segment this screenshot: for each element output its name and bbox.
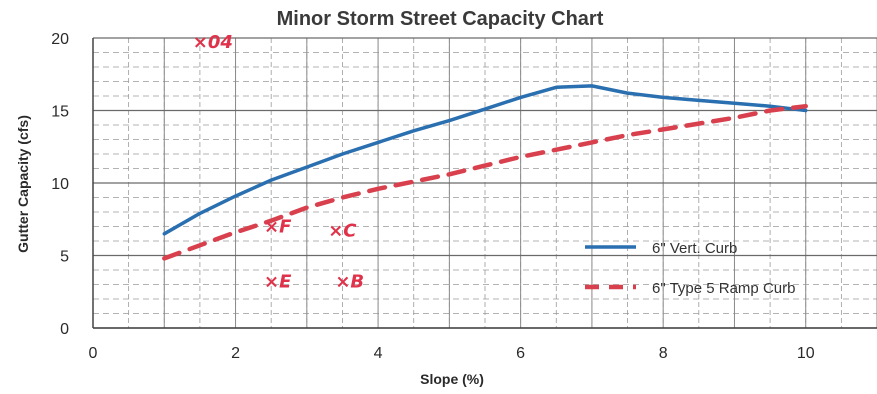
handwritten-annotation: ×B <box>335 271 364 292</box>
tick-layer: 0 2 4 6 8 10 0 5 10 15 20 <box>51 31 815 362</box>
series-layer <box>162 84 808 261</box>
series-line-1 <box>162 84 808 236</box>
y-tick-label: 15 <box>51 104 69 121</box>
x-axis-label: Slope (%) <box>420 371 484 387</box>
handwritten-annotation: ×F <box>264 216 292 237</box>
x-tick-label: 8 <box>659 345 668 362</box>
y-tick-label: 5 <box>60 249 69 266</box>
y-tick-label: 10 <box>51 176 69 193</box>
grid-layer <box>92 37 877 329</box>
legend: 6" Vert. Curb 6" Type 5 Ramp Curb <box>585 240 795 297</box>
handwritten-annotation: ×04 <box>193 32 233 53</box>
x-tick-label: 10 <box>797 345 815 362</box>
annotation-layer: ×04 ×F ×C ×E ×B <box>193 32 364 292</box>
x-tick-label: 4 <box>374 345 383 362</box>
legend-label-1: 6" Vert. Curb <box>652 240 737 257</box>
y-tick-label: 0 <box>60 321 69 338</box>
handwritten-annotation: ×E <box>264 271 292 292</box>
y-tick-label: 20 <box>51 31 69 48</box>
x-tick-label: 0 <box>89 345 98 362</box>
x-tick-label: 2 <box>231 345 240 362</box>
legend-label-2: 6" Type 5 Ramp Curb <box>652 280 795 297</box>
series-line-2 <box>162 103 808 261</box>
chart-title: Minor Storm Street Capacity Chart <box>277 8 604 30</box>
x-tick-label: 6 <box>516 345 525 362</box>
handwritten-annotation: ×C <box>328 221 357 242</box>
y-axis-label: Gutter Capacity (cfs) <box>15 115 31 253</box>
